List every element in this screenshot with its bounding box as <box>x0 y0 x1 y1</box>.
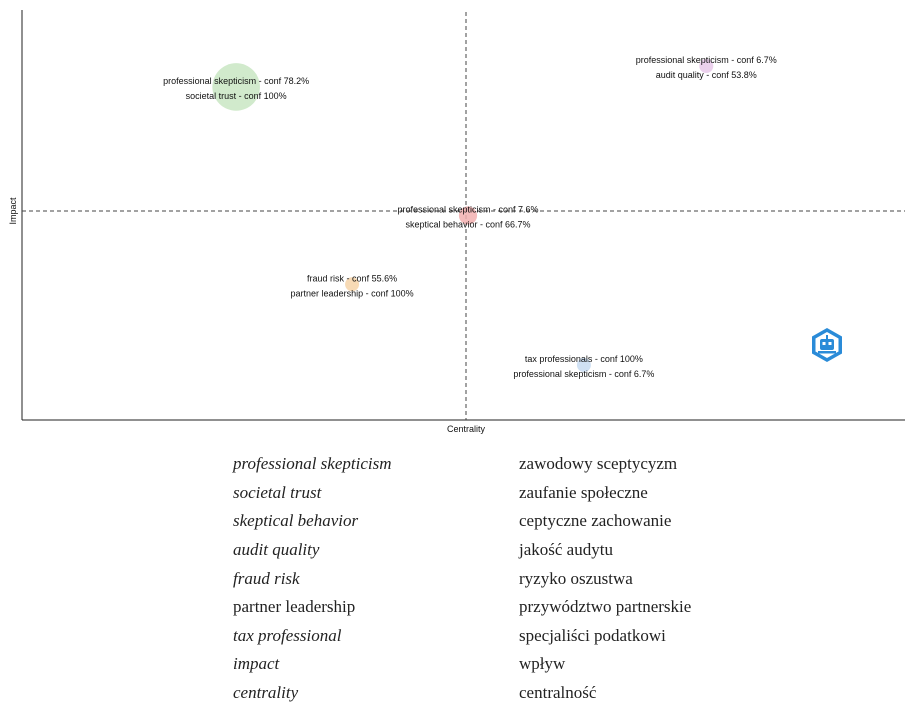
point-label: societal trust - conf 100% <box>186 91 287 101</box>
glossary-term-polish: centralność <box>519 683 597 703</box>
glossary-row: tax professional specjaliści podatkowi <box>233 622 691 651</box>
x-axis-label: Centrality <box>447 424 486 434</box>
glossary-term-english: fraud risk <box>233 568 300 588</box>
glossary-term-english: audit quality <box>233 540 320 560</box>
glossary-term-polish: ceptyczne zachowanie <box>519 511 672 531</box>
point-label: tax professionals - conf 100% <box>525 354 643 364</box>
point-label: professional skepticism - conf 6.7% <box>513 369 654 379</box>
glossary-term-polish: zawodowy sceptycyzm <box>519 454 678 474</box>
scatter-point: professional skepticism - conf 7.6% skept… <box>397 205 538 230</box>
scatter-point: tax professionals - conf 100% professiona… <box>513 354 654 379</box>
glossary-term-polish: specjaliści podatkowi <box>519 625 666 645</box>
point-label: skeptical behavior - conf 66.7% <box>405 220 530 230</box>
glossary-term-english: professional skepticism <box>233 454 392 474</box>
point-bubble <box>699 59 714 73</box>
scatter-chart: professional skepticism - conf 78.2% soci… <box>8 10 905 434</box>
glossary-row: skeptical behavior ceptyczne zachowanie <box>233 507 691 536</box>
point-label: professional skepticism - conf 6.7% <box>636 55 777 65</box>
glossary-row: impact wpływ <box>233 650 691 679</box>
point-label: fraud risk - conf 55.6% <box>307 273 397 283</box>
scatter-point: professional skepticism - conf 6.7% audit… <box>636 55 777 80</box>
glossary-term-polish: zaufanie społeczne <box>519 482 648 502</box>
point-label: professional skepticism - conf 7.6% <box>397 205 538 215</box>
glossary-row: societal trust zaufanie społeczne <box>233 479 691 508</box>
glossary-row: audit quality jakość audytu <box>233 536 691 565</box>
point-bubble <box>458 206 478 225</box>
glossary-table: professional skepticism zawodowy sceptycy… <box>233 450 691 707</box>
point-label: audit quality - conf 53.8% <box>656 70 757 80</box>
point-label: partner leadership - conf 100% <box>291 288 414 298</box>
point-bubble <box>576 358 591 372</box>
glossary-term-english: skeptical behavior <box>233 511 359 531</box>
y-axis-label: Impact <box>8 197 18 225</box>
glossary-row: fraud risk ryzyko oszustwa <box>233 564 691 593</box>
scatter-point: professional skepticism - conf 78.2% soci… <box>163 63 309 111</box>
point-bubble <box>345 277 360 292</box>
glossary-term-english: centrality <box>233 683 299 703</box>
glossary-row: partner leadership przywództwo partnerski… <box>233 593 691 622</box>
scatter-point: fraud risk - conf 55.6% partner leadershi… <box>291 273 414 298</box>
glossary-term-polish: wpływ <box>519 654 566 674</box>
point-label: professional skepticism - conf 78.2% <box>163 76 309 86</box>
glossary-term-polish: ryzyko oszustwa <box>519 568 633 588</box>
glossary-row: centrality centralność <box>233 679 691 707</box>
glossary-term-polish: przywództwo partnerskie <box>519 597 692 617</box>
glossary-term-english: societal trust <box>233 482 322 502</box>
glossary-term-english: impact <box>233 654 280 674</box>
robot-head-hexagon-icon <box>812 328 842 362</box>
points-layer: professional skepticism - conf 78.2% soci… <box>163 55 777 379</box>
point-bubble <box>212 63 260 111</box>
glossary-row: professional skepticism zawodowy sceptycy… <box>233 450 691 479</box>
glossary-term-english: tax professional <box>233 625 342 645</box>
glossary-term-polish: jakość audytu <box>519 540 613 560</box>
glossary-term-english: partner leadership <box>233 597 356 617</box>
